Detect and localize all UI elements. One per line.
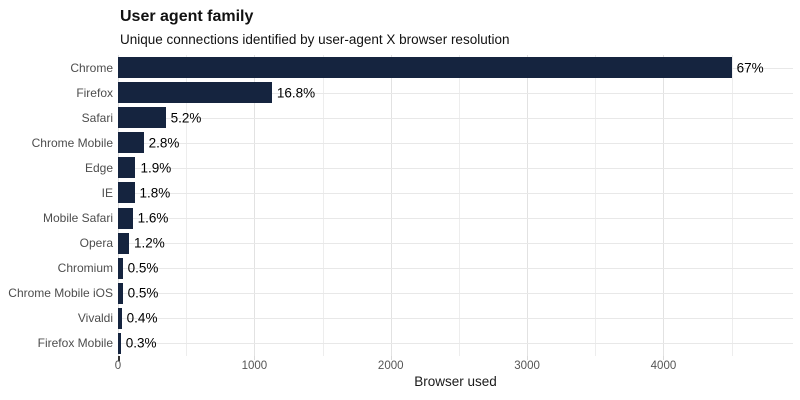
bar-safari (118, 107, 166, 129)
x-tick-mark (663, 356, 665, 360)
bar-value-label: 16.8% (276, 85, 316, 101)
grid-line-row (118, 142, 793, 144)
category-label: Safari (81, 110, 113, 125)
bar-value-label: 2.8% (148, 135, 180, 151)
x-tick-label: 1000 (241, 360, 268, 372)
bar-chrome-mobile-ios (118, 282, 123, 304)
grid-line-major (390, 55, 392, 356)
category-label: Chrome (70, 60, 113, 75)
grid-line-row (118, 218, 793, 220)
grid-line-row (118, 318, 793, 320)
category-label: Chrome Mobile iOS (8, 286, 113, 301)
category-label: Chrome Mobile (31, 135, 113, 150)
category-label: Mobile Safari (42, 211, 113, 226)
x-tick-label: 2000 (377, 360, 404, 372)
bar-value-label: 67% (736, 60, 764, 76)
bar-value-label: 0.4% (126, 310, 158, 326)
bar-mobile-safari (118, 207, 133, 229)
category-label: Chromium (57, 261, 113, 276)
category-label: Firefox Mobile (37, 336, 113, 351)
chart-subtitle: Unique connections identified by user-ag… (120, 32, 510, 47)
bar-value-label: 1.9% (140, 160, 172, 176)
grid-line-major (663, 55, 665, 356)
bar-chrome-mobile (118, 132, 144, 154)
grid-line-minor (595, 55, 597, 356)
bar-edge (118, 157, 136, 179)
bar-value-label: 1.2% (134, 235, 165, 251)
x-tick-label: 3000 (514, 360, 540, 372)
bar-firefox (118, 82, 272, 104)
bar-firefox-mobile (118, 332, 121, 354)
grid-line-row (118, 243, 793, 245)
grid-line-row (118, 167, 793, 169)
grid-line-minor (186, 55, 188, 356)
category-label: Firefox (76, 85, 113, 100)
bar-ie (118, 182, 135, 204)
bar-value-label: 0.3% (125, 335, 157, 351)
grid-line-major (527, 55, 529, 356)
plot-panel: 67% 16.8% 5.2% 2.8% 1.9% 1.8% 1.6% 1.2% 0.5% 0.5%… (118, 55, 793, 356)
bar-chromium (118, 257, 123, 279)
grid-line-row (118, 268, 793, 270)
category-label: Opera (79, 236, 113, 251)
x-tick-label: 4000 (650, 360, 677, 372)
grid-line-row (118, 343, 793, 345)
bar-chrome (118, 57, 732, 79)
x-tick-mark (527, 356, 529, 360)
bar-vivaldi (118, 307, 122, 329)
grid-line-minor (731, 55, 733, 356)
grid-line-row (118, 192, 793, 194)
bar-value-label: 0.5% (127, 260, 159, 276)
grid-line-row (118, 117, 793, 119)
grid-line-minor (458, 55, 460, 356)
bar-value-label: 1.8% (139, 185, 171, 201)
category-label: IE (101, 185, 113, 200)
category-label: Edge (84, 160, 113, 175)
x-tick-mark (390, 356, 392, 360)
grid-line-minor (322, 55, 324, 356)
bar-value-label: 1.6% (137, 210, 169, 226)
grid-line-major (254, 55, 256, 356)
bar-opera (118, 232, 130, 254)
grid-line-major (118, 55, 119, 356)
grid-line-row (118, 293, 793, 295)
bar-value-label: 0.5% (127, 285, 159, 301)
grid-line-row (118, 92, 793, 94)
x-tick-mark (254, 356, 256, 360)
category-label: Vivaldi (77, 311, 113, 326)
x-tick-mark (118, 356, 120, 361)
x-axis-title: Browser used (414, 374, 497, 389)
x-tick-label: 0 (114, 360, 122, 372)
bar-value-label: 5.2% (170, 110, 202, 126)
chart-title: User agent family (120, 8, 254, 25)
